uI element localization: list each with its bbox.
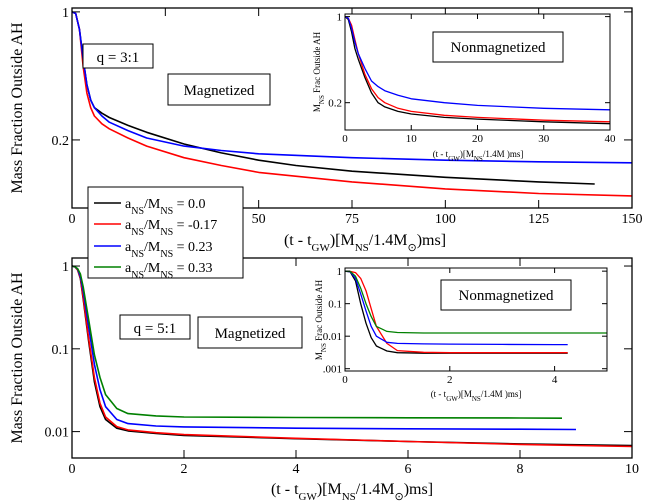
bottom-inset-border — [344, 267, 608, 372]
top-ylabel: Mass Fraction Outside AH — [9, 22, 26, 194]
bottom-q-label: q = 5:1 — [134, 321, 177, 337]
bottom-inset-nonmag-label: Nonmagnetized — [459, 288, 554, 304]
top-inset-series-line-1 — [345, 16, 610, 123]
bottom-inset-xtick-label-1: 2 — [447, 374, 453, 386]
bottom-xtick-label-5: 10 — [625, 462, 639, 477]
legend-entry-2: aNS/MNS = 0.23 — [94, 240, 213, 260]
bottom-xtick-label-3: 6 — [405, 462, 412, 477]
legend-label-0: aNS/MNS = 0.0 — [125, 197, 206, 217]
bottom-xtick-label-2: 4 — [293, 462, 300, 477]
top-xtick-label-6: 150 — [622, 212, 643, 227]
bottom-inset-ytick-label-1: 0.1 — [328, 299, 342, 311]
bottom-xtick-label-4: 8 — [517, 462, 524, 477]
legend-entry-3: aNS/MNS = 0.33 — [94, 261, 213, 281]
top-inset-ytick-label-0: 1 — [337, 12, 343, 24]
bottom-magnetized-box — [197, 316, 303, 349]
bottom-ytick-label-2: 0.01 — [45, 426, 70, 441]
top-inset-frame — [344, 13, 611, 131]
bottom-xlabel: (t - tGW)[MNS/1.4M⊙)ms] — [271, 481, 433, 503]
top-ytick-label-0: 1 — [62, 6, 69, 21]
top-q-box — [82, 43, 154, 69]
bottom-inset-ytick-label-0: 1 — [337, 266, 343, 278]
top-ytick-label-1: 0.2 — [52, 134, 70, 149]
top-inset-xtick-label-4: 40 — [605, 133, 617, 145]
legend-label-3: aNS/MNS = 0.33 — [125, 261, 213, 281]
bottom-inset-ytick-label-3: .001 — [323, 364, 342, 376]
top-inset-ytick-label-1: 0.2 — [328, 98, 342, 110]
legend-entry-0: aNS/MNS = 0.0 — [94, 197, 206, 217]
bottom-ylabel: Mass Fraction Outside AH — [9, 272, 26, 444]
bottom-ytick-label-1: 0.1 — [52, 343, 70, 358]
top-q-label: q = 3:1 — [97, 50, 140, 66]
top-inset-nonmag-box — [432, 31, 564, 63]
legend-box — [87, 186, 244, 279]
top-inset-series-line-2 — [345, 16, 610, 111]
top-inset: 0 10 20 30 40 1 0.2 Nonmagnetized MNS Frac Out… — [312, 12, 616, 163]
bottom-inset-nonmag-box — [440, 279, 572, 311]
bottom-magnetized-label: Magnetized — [215, 326, 286, 342]
bottom-ytick-label-0: 1 — [62, 260, 69, 275]
bottom-inset-ylabel: MNS Frac Outside AH — [314, 279, 328, 360]
top-inset-ylabel: MNS Frac Outside AH — [312, 31, 326, 112]
bottom-inset-series-line-1 — [345, 270, 568, 354]
top-inset-xtick-label-2: 20 — [472, 133, 484, 145]
bottom-plot-area — [72, 265, 632, 448]
legend-label-1: aNS/MNS = -0.17 — [125, 218, 217, 238]
top-inset-plot-area — [345, 16, 610, 125]
bottom-inset-series-line-2 — [345, 270, 568, 346]
legend-entry-1: aNS/MNS = -0.17 — [94, 218, 217, 238]
bottom-series-line-3 — [72, 265, 563, 419]
bottom-plot-frame — [71, 257, 633, 459]
top-inset-series-line-0 — [345, 16, 610, 125]
top-inset-axes: 0 10 20 30 40 1 0.2 — [328, 12, 616, 145]
bottom-inset-xtick-label-2: 4 — [552, 374, 558, 386]
top-xtick-label-2: 50 — [252, 212, 266, 227]
bottom-inset: 0 2 4 1 0.1 0.01 .001 Nonmagnetized MNS Frac O… — [314, 266, 608, 403]
legend-label-2: aNS/MNS = 0.23 — [125, 240, 213, 260]
bottom-xtick-label-1: 2 — [181, 462, 188, 477]
top-xtick-label-4: 100 — [435, 212, 456, 227]
bottom-q-box — [119, 314, 191, 340]
legend: aNS/MNS = 0.0 aNS/MNS = -0.17 aNS/MNS = … — [87, 186, 244, 281]
top-inset-xtick-label-3: 30 — [538, 133, 550, 145]
top-inset-xtick-label-1: 10 — [406, 133, 418, 145]
bottom-inset-xlabel: (t - tGW)[MNS/1.4M )ms] — [431, 389, 522, 403]
top-xtick-label-5: 125 — [528, 212, 549, 227]
top-xlabel: (t - tGW)[MNS/1.4M⊙)ms] — [284, 232, 446, 254]
top-magnetized-label: Magnetized — [184, 83, 255, 99]
top-panel: 025507510012515010.2 Mass Fraction Outsi… — [9, 6, 643, 254]
bottom-inset-plot-area — [345, 270, 607, 354]
bottom-inset-series-line-3 — [345, 270, 607, 334]
top-xtick-label-0: 0 — [69, 212, 76, 227]
top-xtick-label-3: 75 — [345, 212, 359, 227]
top-magnetized-box — [167, 73, 271, 106]
top-inset-xtick-label-0: 0 — [342, 133, 348, 145]
bottom-inset-xtick-label-0: 0 — [342, 374, 348, 386]
bottom-inset-axes: 0 2 4 1 0.1 0.01 .001 — [323, 266, 607, 386]
bottom-inset-ytick-label-2: 0.01 — [323, 331, 342, 343]
bottom-xtick-label-0: 0 — [69, 462, 76, 477]
top-inset-nonmag-label: Nonmagnetized — [451, 40, 546, 56]
